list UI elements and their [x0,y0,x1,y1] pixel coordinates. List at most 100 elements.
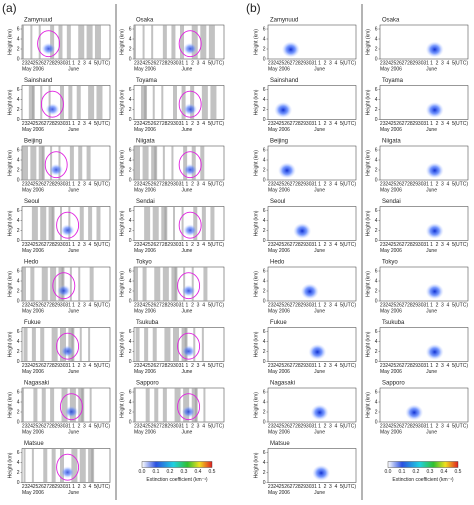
x-tick-label: 3 [329,302,332,308]
station-name: Fukue [24,320,41,326]
cloud-mask [30,146,37,180]
x-tick-label: 5 [452,242,455,248]
x-tick-label: 2 [436,121,439,127]
time-unit: (UTC) [342,181,356,187]
x-tick-label: 4 [202,302,205,308]
cloud-mask [30,267,35,301]
y-tick-label: 0 [17,298,20,304]
y-axis-label: Height (km) [7,210,13,236]
x-tick-label: 29 [55,60,61,66]
cloud-mask [181,206,184,241]
x-tick-label: 24 [27,60,33,66]
x-tick-label: 30 [60,484,66,490]
x-tick-label: 26 [151,121,157,127]
station-name: Tsukuba [136,320,159,326]
highlight-circle [178,211,202,239]
month-label: May 2006 [22,490,44,496]
x-tick-label: 5 [340,181,343,187]
x-tick-label: 24 [273,121,279,127]
x-tick-label: 27 [402,302,408,308]
x-tick-label: 23 [134,363,140,369]
x-tick-label: 26 [151,363,157,369]
time-unit: (UTC) [210,363,224,369]
cloud-mask [180,25,185,59]
y-axis-label: Height (km) [119,392,125,418]
station-name: Seoul [24,199,39,205]
plot-area [267,206,357,241]
x-tick-label: 1 [72,484,75,490]
x-tick-label: 26 [151,302,157,308]
cloud-mask [96,85,103,120]
x-tick-label: 3 [83,60,86,66]
y-tick-label: 6 [375,87,378,93]
x-tick-label: 4 [334,423,337,429]
station-name: Fukue [270,320,287,326]
x-tick-label: 28 [295,423,301,429]
cloud-mask [76,85,81,120]
cloud-mask [58,146,61,180]
cloud-mask [40,206,47,241]
cloud-mask [78,146,83,180]
x-tick-label: 25 [279,60,285,66]
x-tick-label: 1 [186,423,189,429]
x-tick-label: 4 [88,242,91,248]
y-tick-label: 2 [17,288,20,294]
month-label: May 2006 [268,429,290,435]
colorbar-tick-label: 0.5 [209,469,216,475]
x-tick-label: 25 [145,423,151,429]
y-tick-label: 6 [263,26,266,32]
x-tick-label: 4 [334,363,337,369]
cloud-mask [38,146,45,180]
y-tick-label: 6 [375,389,378,395]
x-tick-label: 26 [396,121,402,127]
x-tick-label: 4 [202,60,205,66]
x-tick-label: 25 [33,181,39,187]
x-tick-label: 24 [273,484,279,490]
x-tick-label: 28 [295,363,301,369]
station-name: Zamynuud [24,18,52,24]
x-tick-label: 2 [191,242,194,248]
x-tick-label: 31 [423,363,429,369]
x-tick-label: 1 [72,60,75,66]
x-tick-label: 24 [140,121,146,127]
y-tick-label: 4 [375,399,378,405]
cloud-mask [94,25,101,59]
month-label: May 2006 [134,66,156,72]
y-tick-label: 0 [263,359,266,365]
x-tick-label: 5 [452,60,455,66]
x-tick-label: 30 [60,242,66,248]
x-tick-label: 4 [202,242,205,248]
cloud-mask [41,388,46,422]
cloud-mask [22,25,24,59]
station-name: Toyama [382,78,404,84]
x-tick-label: 26 [396,363,402,369]
month-label: June [182,66,193,72]
x-tick-label: 3 [83,423,86,429]
x-tick-label: 29 [301,302,307,308]
month-label: May 2006 [268,66,290,72]
cloud-mask [134,267,138,301]
y-tick-label: 4 [263,460,266,466]
cloud-mask [78,267,81,301]
cloud-mask [23,327,28,362]
x-tick-label: 2 [324,363,327,369]
x-tick-label: 31 [179,60,185,66]
x-tick-label: 27 [402,121,408,127]
x-tick-label: 4 [88,121,91,127]
x-tick-label: 26 [396,302,402,308]
x-tick-label: 5 [208,121,211,127]
x-tick-label: 24 [140,302,146,308]
x-tick-label: 31 [311,302,317,308]
x-tick-label: 31 [423,181,429,187]
cloud-mask [135,327,140,362]
cloud-mask [22,267,26,301]
cloud-mask [141,85,148,120]
x-tick-label: 25 [279,363,285,369]
x-tick-label: 29 [413,423,419,429]
x-tick-label: 1 [72,423,75,429]
x-tick-label: 23 [268,121,274,127]
x-tick-label: 23 [134,302,140,308]
x-tick-label: 1 [430,302,433,308]
blob [64,405,79,418]
cloud-mask [50,388,55,422]
